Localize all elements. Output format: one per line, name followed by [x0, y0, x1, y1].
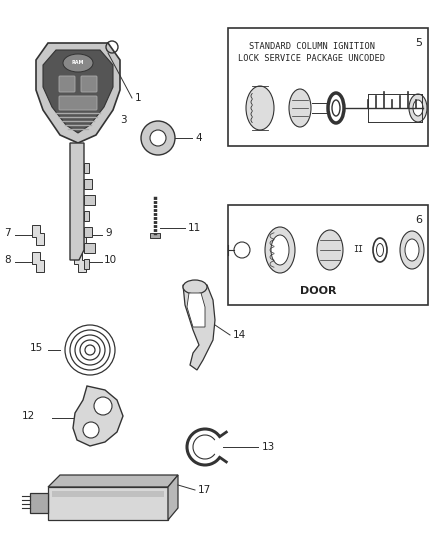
- Polygon shape: [168, 475, 178, 520]
- Polygon shape: [48, 475, 178, 487]
- Polygon shape: [187, 293, 205, 327]
- Polygon shape: [84, 195, 95, 205]
- Text: LOCK SERVICE PACKAGE UNCODED: LOCK SERVICE PACKAGE UNCODED: [239, 54, 385, 63]
- Polygon shape: [84, 227, 92, 237]
- Polygon shape: [36, 43, 120, 143]
- Text: 3: 3: [120, 115, 127, 125]
- Text: 8: 8: [4, 255, 11, 265]
- Bar: [228, 205, 428, 305]
- Text: 12: 12: [22, 411, 35, 421]
- Text: 13: 13: [262, 442, 275, 452]
- Ellipse shape: [63, 54, 93, 72]
- Text: DOOR: DOOR: [300, 286, 336, 296]
- Polygon shape: [52, 491, 164, 497]
- Text: 6: 6: [415, 215, 422, 225]
- FancyBboxPatch shape: [81, 76, 97, 92]
- Text: 7: 7: [4, 228, 11, 238]
- Text: 4: 4: [195, 133, 201, 143]
- Polygon shape: [150, 233, 160, 238]
- Text: 15: 15: [30, 343, 43, 353]
- Text: 5: 5: [415, 38, 422, 48]
- Polygon shape: [84, 163, 89, 173]
- Circle shape: [150, 130, 166, 146]
- Circle shape: [94, 397, 112, 415]
- Circle shape: [83, 422, 99, 438]
- Text: 17: 17: [198, 485, 211, 495]
- Text: 14: 14: [233, 330, 246, 340]
- Polygon shape: [84, 259, 89, 269]
- Polygon shape: [183, 285, 215, 370]
- Text: RAM: RAM: [72, 61, 84, 66]
- Polygon shape: [48, 487, 168, 520]
- Ellipse shape: [183, 280, 207, 294]
- Polygon shape: [43, 50, 113, 133]
- Circle shape: [141, 121, 175, 155]
- Polygon shape: [30, 493, 48, 513]
- Ellipse shape: [413, 100, 423, 116]
- Ellipse shape: [317, 230, 343, 270]
- Text: 10: 10: [104, 255, 117, 265]
- Text: 11: 11: [188, 223, 201, 233]
- Ellipse shape: [246, 86, 274, 130]
- FancyBboxPatch shape: [59, 96, 97, 110]
- Text: 1: 1: [135, 93, 141, 103]
- Polygon shape: [32, 225, 44, 245]
- Ellipse shape: [265, 227, 295, 273]
- Polygon shape: [73, 386, 123, 446]
- Polygon shape: [84, 243, 95, 253]
- Polygon shape: [32, 252, 44, 272]
- Text: STANDARD COLUMN IGNITION: STANDARD COLUMN IGNITION: [249, 42, 375, 51]
- Polygon shape: [74, 252, 86, 272]
- Text: 9: 9: [105, 228, 112, 238]
- Polygon shape: [84, 211, 89, 221]
- Ellipse shape: [289, 89, 311, 127]
- Ellipse shape: [271, 235, 289, 265]
- Bar: [228, 28, 428, 146]
- Text: II: II: [353, 246, 363, 254]
- Ellipse shape: [400, 231, 424, 269]
- Polygon shape: [74, 225, 86, 245]
- Polygon shape: [70, 143, 84, 260]
- Ellipse shape: [405, 239, 419, 261]
- Polygon shape: [84, 179, 92, 189]
- Ellipse shape: [409, 94, 427, 122]
- FancyBboxPatch shape: [59, 76, 75, 92]
